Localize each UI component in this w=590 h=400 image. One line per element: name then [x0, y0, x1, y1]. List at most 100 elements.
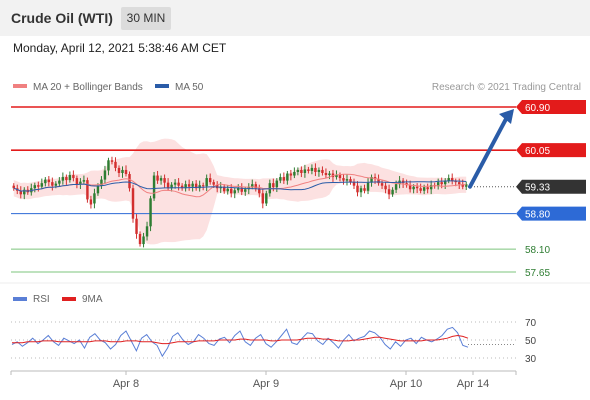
candle-body — [121, 169, 124, 173]
candle-body — [201, 185, 205, 187]
level-tag-60-05 — [516, 143, 586, 158]
candle-body — [33, 185, 37, 189]
candle-body — [230, 188, 233, 194]
level-tag-59-33 — [516, 179, 586, 194]
candle-body — [307, 169, 310, 171]
candle-body — [419, 188, 422, 191]
candle-body — [366, 182, 370, 191]
candle-body — [96, 185, 100, 194]
candle-body — [387, 189, 391, 195]
candle-body — [131, 188, 135, 219]
candle-body — [342, 178, 345, 181]
candle-body — [254, 184, 258, 189]
target-arrow-head — [499, 109, 514, 124]
candle-body — [187, 184, 191, 187]
candle-body — [124, 169, 128, 175]
target-arrow — [468, 109, 514, 189]
candle-body — [12, 185, 15, 189]
candle-body — [166, 182, 170, 189]
x-tick-label: Apr 8 — [113, 378, 139, 390]
candle-body — [44, 179, 47, 184]
candle-body — [93, 193, 96, 204]
candle-body — [272, 183, 275, 188]
candle-body — [440, 182, 443, 185]
candle-body — [461, 184, 464, 187]
candle-body — [352, 182, 356, 186]
candle-body — [89, 199, 93, 205]
candle-body — [54, 183, 58, 186]
candle-body — [159, 178, 163, 181]
candle-body — [408, 185, 412, 190]
rsi-ma-line — [12, 334, 469, 345]
candle-body — [303, 169, 307, 173]
candle-body — [135, 218, 138, 234]
candle-body — [370, 177, 373, 183]
candle-body — [380, 183, 384, 186]
level-label-59-33: 59.33 — [525, 183, 550, 194]
candle-body — [184, 184, 187, 189]
candle-body — [233, 190, 236, 194]
candle-body — [244, 189, 247, 192]
ma20-legend-swatch — [13, 84, 27, 88]
candle-body — [86, 180, 89, 200]
target-arrow-shaft — [468, 117, 508, 189]
candle-body — [443, 180, 447, 185]
candle-body — [40, 183, 44, 187]
candle-body — [324, 173, 328, 176]
candle-body — [345, 179, 349, 181]
candle-body — [142, 236, 145, 245]
candle-body — [384, 185, 387, 190]
rsi-ma-legend-label: 9MA — [82, 294, 103, 305]
candle-body — [247, 186, 250, 190]
candle-body — [465, 184, 468, 187]
candle-body — [356, 185, 359, 193]
candle-body — [212, 182, 215, 185]
candle-body — [261, 193, 265, 204]
instrument-title: Crude Oil (WTI) — [11, 10, 113, 26]
candle-body — [363, 188, 366, 191]
candle-body — [222, 186, 226, 192]
candle-body — [293, 171, 296, 176]
candle-body — [100, 179, 103, 186]
candle-body — [19, 190, 22, 195]
candle-body — [426, 187, 429, 190]
candle-body — [310, 167, 314, 171]
candle-body — [454, 181, 457, 183]
candle-body — [138, 233, 142, 245]
candle-body — [296, 169, 300, 172]
candle-body — [335, 175, 338, 178]
rsi-line — [11, 326, 469, 358]
ma50-line — [13, 180, 467, 192]
candle-body — [429, 185, 433, 190]
candle-body — [149, 198, 152, 227]
candle-body — [205, 178, 208, 187]
candle-body — [145, 226, 149, 237]
candle-body — [156, 175, 159, 181]
candle-body — [447, 178, 450, 181]
level-tag-60-90 — [516, 100, 586, 114]
level-label-58-10: 58.10 — [525, 245, 550, 256]
candle-body — [279, 177, 282, 181]
candle-body — [282, 177, 286, 181]
candle-body — [394, 184, 398, 190]
candle-body — [198, 185, 201, 189]
x-tick-label: Apr 9 — [253, 378, 279, 390]
moving-averages — [13, 173, 467, 198]
timeframe-badge[interactable]: 30 MIN — [121, 7, 171, 30]
candle-body — [68, 175, 72, 181]
candle-body — [208, 178, 212, 183]
candle-body — [191, 183, 194, 187]
candle-body — [37, 185, 40, 187]
level-tag-58-80 — [516, 206, 586, 221]
candle-body — [258, 188, 261, 194]
candle-body — [194, 183, 198, 189]
candle-body — [170, 184, 173, 189]
candle-body — [82, 180, 86, 182]
candle-body — [422, 187, 426, 191]
candle-body — [377, 179, 380, 184]
price-levels: 60.90 60.05 59.33 58.80 58.10 57.65 — [11, 100, 586, 279]
candle-body — [79, 181, 82, 185]
rsi-tick-label-30: 30 — [525, 354, 537, 365]
x-tick-label: Apr 10 — [390, 378, 422, 390]
